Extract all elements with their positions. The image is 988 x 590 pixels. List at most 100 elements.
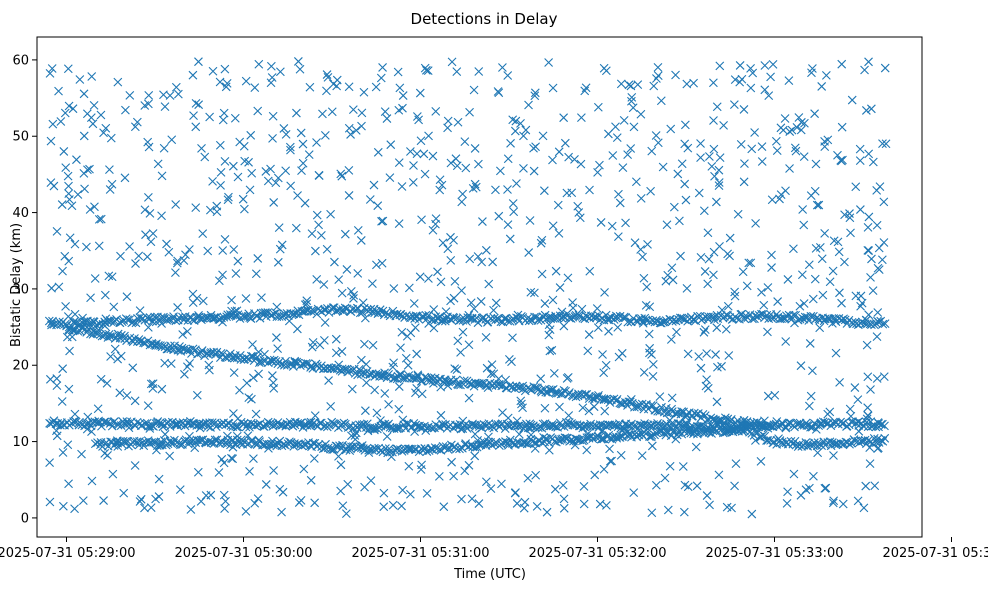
data-point-track-12km: [315, 418, 325, 428]
data-point-track-25km: [491, 315, 501, 325]
data-point-clutter: [593, 102, 603, 112]
data-point-clutter: [208, 66, 218, 76]
data-point-clutter: [206, 490, 216, 500]
data-point-clutter: [872, 220, 882, 230]
data-point-clutter: [557, 435, 566, 444]
data-point-clutter: [653, 62, 663, 72]
data-point-clutter: [245, 466, 254, 476]
data-point-clutter: [340, 229, 350, 239]
data-point-clutter: [837, 59, 847, 69]
data-point-clutter: [344, 191, 354, 200]
data-point-clutter: [512, 499, 522, 508]
data-point-track-descending: [157, 342, 167, 352]
data-point-clutter: [799, 152, 809, 162]
data-point-clutter: [648, 359, 658, 369]
data-point-clutter: [96, 110, 106, 120]
data-point-clutter: [261, 308, 270, 317]
data-point-clutter: [811, 424, 821, 434]
data-point-clutter: [151, 494, 160, 504]
data-point-clutter: [331, 334, 341, 344]
data-point-clutter: [862, 414, 872, 424]
data-point-clutter: [449, 235, 458, 245]
data-point-clutter: [562, 374, 572, 383]
data-point-clutter: [846, 228, 855, 238]
data-point-track-descending: [556, 389, 566, 399]
data-point-clutter: [879, 197, 889, 207]
data-point-clutter: [159, 143, 169, 153]
data-point-clutter: [87, 476, 97, 486]
data-point-clutter: [122, 292, 132, 302]
data-point-clutter: [61, 301, 70, 311]
data-point-clutter: [419, 149, 429, 159]
data-point-track-12km: [503, 421, 513, 431]
data-point-clutter: [873, 263, 883, 273]
data-point-track-ascending: [320, 443, 330, 453]
data-point-track-descending: [308, 364, 318, 373]
data-point-clutter: [705, 500, 714, 510]
data-point-clutter: [304, 150, 314, 159]
data-point-clutter: [397, 327, 407, 337]
data-point-track-ascending: [708, 426, 718, 436]
data-point-clutter: [589, 402, 599, 412]
data-point-clutter: [58, 501, 68, 511]
data-point-clutter: [778, 125, 788, 135]
data-point-clutter: [75, 75, 85, 84]
data-point-clutter: [292, 108, 301, 118]
data-point-clutter: [88, 119, 98, 129]
data-point-clutter: [821, 71, 831, 80]
data-point-track-ascending: [156, 437, 166, 447]
data-point-clutter: [377, 258, 387, 268]
data-point-clutter: [204, 360, 214, 370]
data-point-clutter: [503, 71, 513, 80]
data-point-clutter: [846, 411, 856, 421]
data-point-clutter: [246, 130, 256, 140]
data-point-track-12km: [533, 423, 543, 432]
data-point-clutter: [312, 274, 322, 284]
data-point-clutter: [165, 91, 175, 100]
data-point-clutter: [221, 82, 231, 92]
x-tick-label: 2025-07-31 05:32:00: [528, 546, 666, 561]
data-point-track-ascending: [598, 434, 607, 444]
data-point-clutter: [854, 426, 864, 436]
data-point-clutter: [264, 443, 273, 453]
data-point-clutter: [431, 214, 441, 224]
data-point-clutter: [393, 67, 403, 77]
data-point-clutter: [415, 88, 425, 98]
data-point-clutter: [530, 444, 540, 453]
data-point-clutter: [506, 138, 515, 148]
data-point-clutter: [702, 349, 712, 358]
data-point-clutter: [603, 315, 612, 325]
data-point-clutter: [618, 163, 628, 173]
data-point-clutter: [437, 180, 447, 190]
data-point-track-25km: [795, 314, 805, 324]
data-point-clutter: [601, 500, 611, 510]
data-point-clutter: [489, 305, 498, 315]
data-point-clutter: [873, 444, 882, 453]
data-point-clutter: [579, 482, 589, 491]
data-point-clutter: [661, 276, 671, 286]
data-point-clutter: [577, 304, 587, 314]
data-point-clutter: [792, 123, 802, 132]
data-point-clutter: [294, 498, 304, 507]
data-point-clutter: [341, 509, 351, 519]
data-point-clutter: [452, 67, 462, 77]
data-point-clutter: [469, 85, 479, 95]
data-point-clutter: [219, 458, 229, 468]
data-point-clutter: [65, 346, 74, 356]
data-point-clutter: [813, 448, 823, 458]
data-point-clutter: [224, 192, 233, 202]
data-point-track-descending: [720, 413, 730, 423]
x-tick-label: 2025-07-31 05:30:00: [174, 546, 312, 561]
data-point-clutter: [274, 223, 284, 232]
data-point-clutter: [439, 502, 449, 512]
data-point-clutter: [261, 480, 271, 489]
data-point-clutter: [576, 159, 586, 169]
data-point-clutter: [766, 72, 775, 82]
data-point-clutter: [837, 122, 847, 132]
data-point-clutter: [447, 457, 456, 467]
data-point-clutter: [373, 201, 383, 211]
data-point-clutter: [132, 117, 142, 127]
data-point-clutter: [709, 144, 719, 154]
data-point-clutter: [191, 122, 201, 132]
data-point-clutter: [538, 131, 548, 141]
